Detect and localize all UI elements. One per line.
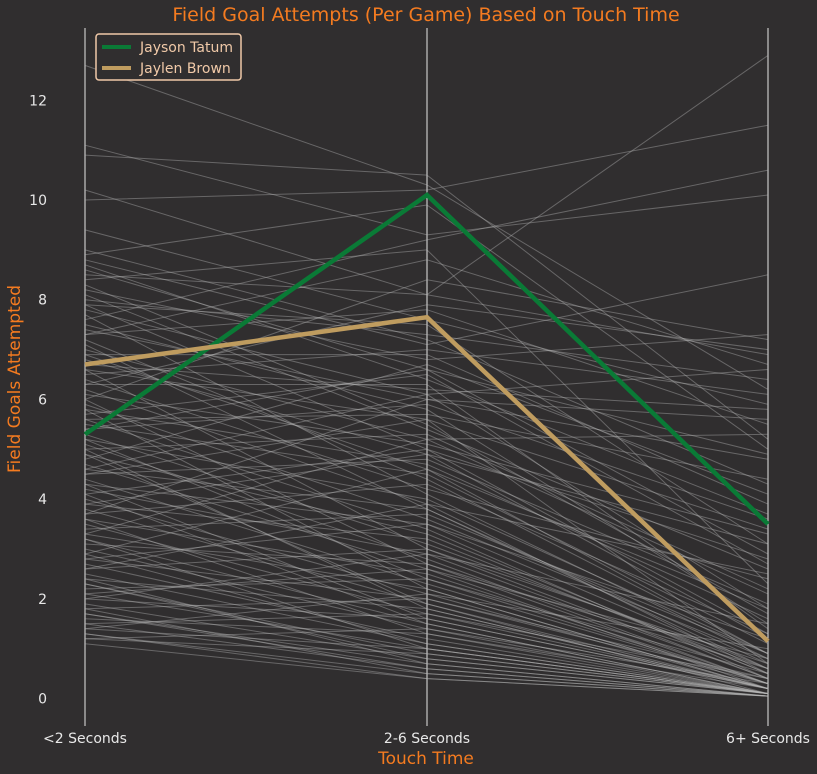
chart-title: Field Goal Attempts (Per Game) Based on … bbox=[172, 4, 679, 26]
y-tick-label: 2 bbox=[38, 592, 47, 608]
y-tick-label: 6 bbox=[38, 392, 47, 408]
y-tick-label: 12 bbox=[29, 93, 47, 109]
x-axis-label: Touch Time bbox=[377, 749, 474, 769]
y-axis-label: Field Goals Attempted bbox=[5, 285, 25, 473]
y-tick-label: 0 bbox=[38, 692, 47, 708]
y-tick-label: 8 bbox=[38, 293, 47, 309]
x-tick-label: 6+ Seconds bbox=[726, 731, 810, 747]
legend: Jayson Tatum Jaylen Brown bbox=[96, 34, 241, 80]
x-tick-label: 2-6 Seconds bbox=[384, 731, 470, 747]
x-tick-label: <2 Seconds bbox=[43, 731, 127, 747]
legend-label-jayson-tatum: Jayson Tatum bbox=[139, 40, 233, 56]
y-tick-label: 4 bbox=[38, 492, 47, 508]
legend-label-jaylen-brown: Jaylen Brown bbox=[139, 61, 231, 77]
y-tick-label: 10 bbox=[29, 193, 47, 209]
